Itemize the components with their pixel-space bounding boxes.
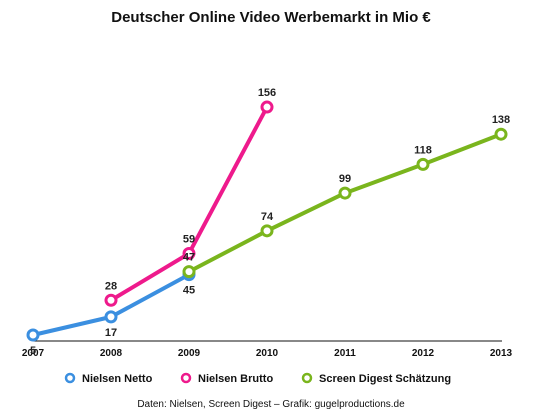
legend-marker-nielsen-brutto [180, 372, 192, 384]
x-tick-label-2010: 2010 [256, 348, 279, 359]
data-point-screen-digest-sch-tzung-2012 [416, 157, 430, 171]
legend-item-nielsen-netto: Nielsen Netto [64, 372, 153, 385]
x-tick-label-2012: 2012 [412, 348, 435, 359]
data-point-screen-digest-sch-tzung-2009 [182, 265, 196, 279]
data-point-nielsen-brutto-2010 [260, 100, 274, 114]
data-label-screen-digest-sch-tzung-2010: 74 [261, 211, 274, 223]
data-label-nielsen-brutto-2009: 59 [183, 233, 195, 245]
series-nielsen-brutto: 28 59 156 [104, 87, 276, 307]
data-label-nielsen-netto-2007: 5 [30, 345, 36, 357]
data-point-screen-digest-sch-tzung-2011 [338, 186, 352, 200]
data-label-nielsen-brutto-2010: 156 [258, 87, 276, 99]
chart-title: Deutscher Online Video Werbemarkt in Mio… [111, 9, 431, 26]
data-point-screen-digest-sch-tzung-2010 [260, 224, 274, 238]
legend-marker-screen-digest-sch-tzung [301, 372, 313, 384]
legend-label-nielsen-netto: Nielsen Netto [82, 373, 153, 385]
data-label-screen-digest-sch-tzung-2012: 118 [414, 144, 432, 156]
legend-marker-nielsen-netto [64, 372, 76, 384]
legend: Nielsen Netto Nielsen Brutto Screen Digest… [64, 372, 451, 385]
data-point-nielsen-brutto-2009 [182, 246, 196, 260]
data-label-nielsen-netto-2009: 45 [183, 285, 195, 297]
data-label-screen-digest-sch-tzung-2009: 47 [183, 252, 195, 264]
data-point-nielsen-brutto-2008 [104, 293, 118, 307]
source-note: Daten: Nielsen, Screen Digest – Grafik: … [137, 399, 405, 410]
data-label-screen-digest-sch-tzung-2013: 138 [492, 114, 510, 126]
series-screen-digest-sch-tzung: 47 74 99 118 138 [182, 114, 510, 279]
x-tick-label-2009: 2009 [178, 348, 201, 359]
data-point-nielsen-netto-2007 [26, 328, 40, 342]
data-label-nielsen-netto-2008: 17 [105, 327, 117, 339]
x-tick-label-2013: 2013 [490, 348, 513, 359]
data-label-nielsen-brutto-2008: 28 [105, 280, 117, 292]
x-tick-label-2008: 2008 [100, 348, 123, 359]
series-layer: 5 17 45 28 59 156 47 74 99 118 138 [26, 87, 510, 357]
x-tick-label-2007: 2007 [22, 348, 45, 359]
legend-label-nielsen-brutto: Nielsen Brutto [198, 373, 273, 385]
legend-label-screen-digest-sch-tzung: Screen Digest Schätzung [319, 373, 451, 385]
x-tick-label-2011: 2011 [334, 348, 356, 359]
x-axis-ticks: 2007 2008 2009 2010 2011 2012 2013 [22, 348, 513, 359]
data-point-nielsen-netto-2008 [104, 310, 118, 324]
data-label-screen-digest-sch-tzung-2011: 99 [339, 173, 351, 185]
data-point-screen-digest-sch-tzung-2013 [494, 127, 508, 141]
legend-item-screen-digest-sch-tzung: Screen Digest Schätzung [301, 372, 451, 385]
series-line-screen-digest-sch-tzung [187, 132, 503, 274]
legend-item-nielsen-brutto: Nielsen Brutto [180, 372, 273, 385]
